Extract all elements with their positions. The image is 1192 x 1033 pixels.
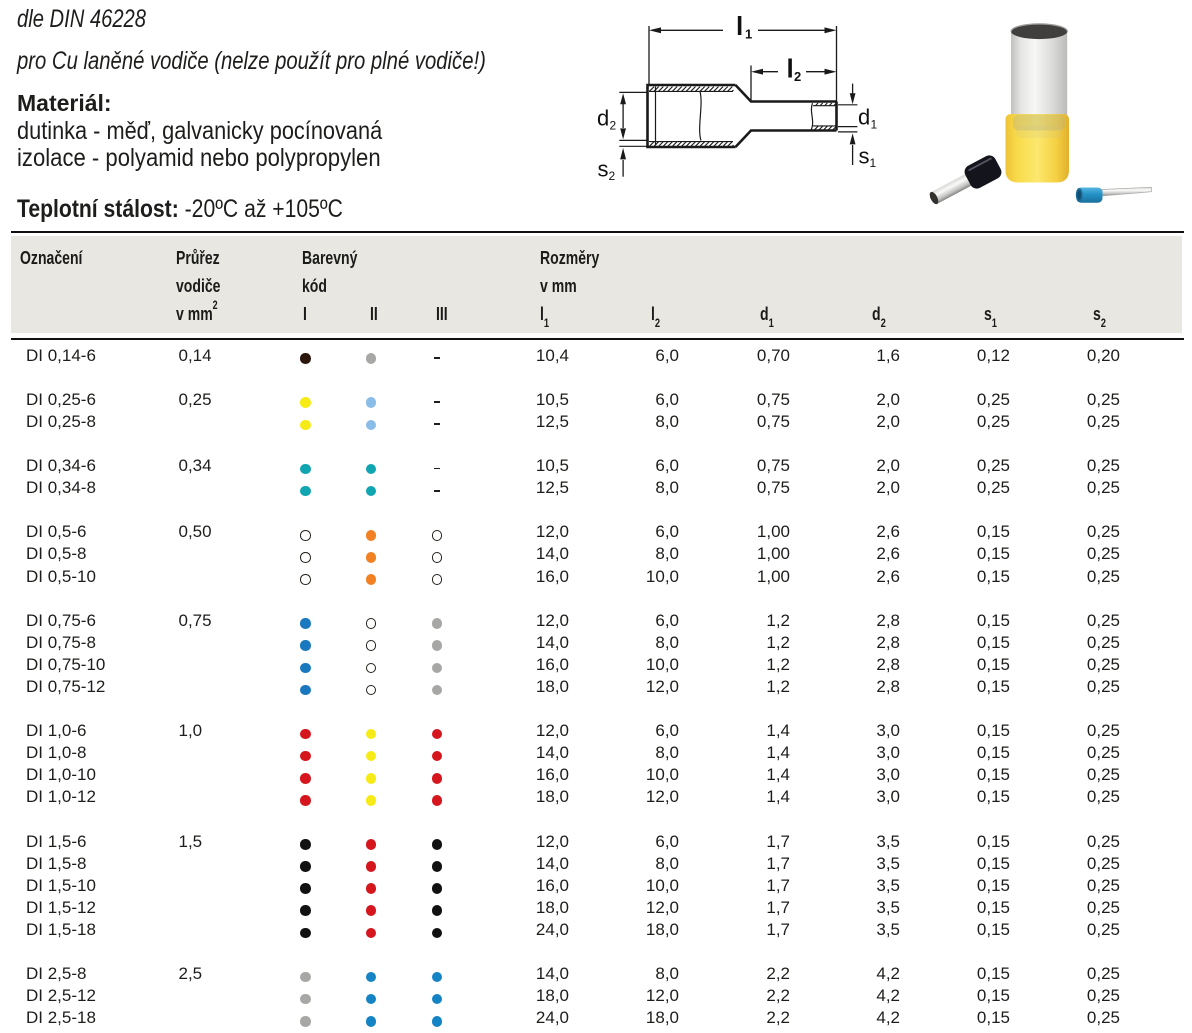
svg-text:s: s	[859, 143, 870, 168]
svg-text:1: 1	[871, 118, 878, 132]
svg-text:2: 2	[610, 119, 617, 133]
svg-text:d: d	[597, 105, 609, 130]
svg-text:l: l	[736, 11, 743, 41]
svg-text:2: 2	[794, 69, 801, 84]
svg-text:d: d	[858, 105, 870, 130]
svg-text:2: 2	[609, 169, 616, 183]
svg-text:l: l	[787, 54, 794, 84]
svg-text:1: 1	[745, 27, 752, 42]
svg-text:s: s	[598, 157, 609, 182]
svg-text:1: 1	[870, 156, 877, 170]
